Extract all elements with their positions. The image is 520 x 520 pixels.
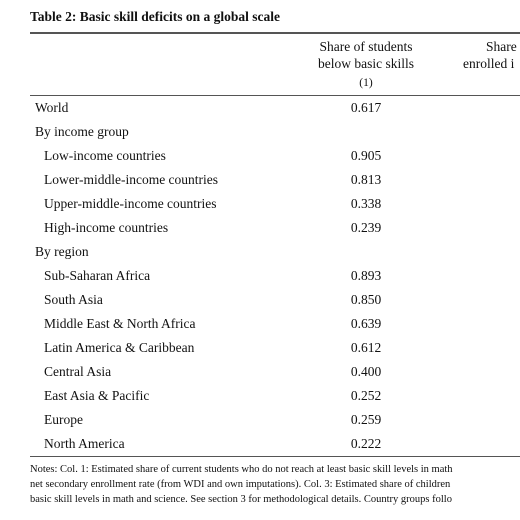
column-number: (1) [359,77,373,89]
column-header: enrolled i [463,56,515,71]
row-label: Lower-middle-income countries [44,172,219,187]
cell-value: 0.222 [350,436,382,451]
cell-value: 0.813 [350,172,382,187]
note: net secondary enrollment rate (from WDI … [30,479,451,490]
cell-value: 0.338 [350,196,382,211]
row-label: Sub-Saharan Africa [44,268,151,283]
table-title: Table 2: Basic skill deficits on a globa… [30,9,281,24]
row-label: Middle East & North Africa [44,316,196,331]
top-rule [30,32,520,34]
cell-value: 0.639 [350,316,382,331]
column-header: Share [486,39,517,54]
column-header: Share of students [319,39,413,54]
row-label: Latin America & Caribbean [44,340,195,355]
cell-value: 0.239 [350,220,382,235]
group-label: By region [35,244,89,259]
row-label: High-income countries [44,220,169,235]
cell-value: 0.252 [350,388,382,403]
note: Notes: Col. 1: Estimated share of curren… [30,464,453,475]
note: basic skill levels in math and science. … [30,494,452,505]
column-header: below basic skills [318,56,414,71]
row-label: Upper-middle-income countries [44,196,217,211]
row-label: South Asia [44,292,103,307]
row-label: World [35,100,69,115]
cell-value: 0.905 [350,148,382,163]
cell-value: 0.893 [350,268,382,283]
row-label: Low-income countries [44,148,166,163]
row-label: Central Asia [44,364,112,379]
group-label: By income group [35,124,129,139]
cell-value: 0.400 [350,364,382,379]
cell-value: 0.617 [350,100,382,115]
bottom-rule [30,456,520,457]
cell-value: 0.259 [350,412,382,427]
header-rule [30,95,520,96]
row-label: Europe [44,412,83,427]
cell-value: 0.850 [350,292,382,307]
row-label: North America [44,436,125,451]
row-label: East Asia & Pacific [44,388,150,403]
cell-value: 0.612 [350,340,382,355]
